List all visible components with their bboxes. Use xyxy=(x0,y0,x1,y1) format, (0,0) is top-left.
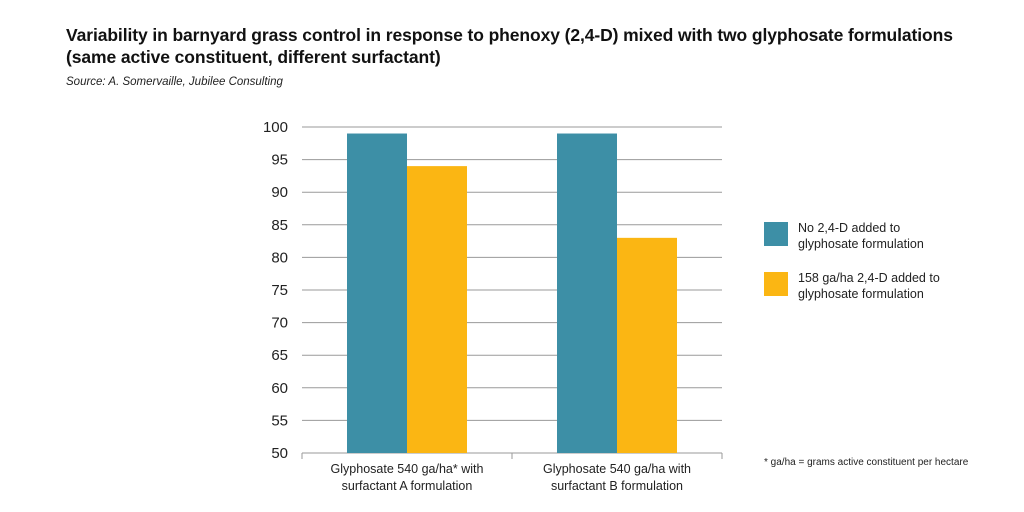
legend-label-no-24d: No 2,4-D added to glyphosate formulation xyxy=(798,220,924,252)
y-tick-label-65: 65 xyxy=(271,347,288,364)
y-tick-label-80: 80 xyxy=(271,249,288,266)
legend-swatch-with-24d xyxy=(764,272,788,296)
footnote: * ga/ha = grams active constituent per h… xyxy=(764,457,969,468)
y-tick-label-90: 90 xyxy=(271,184,288,201)
y-tick-label-100: 100 xyxy=(263,119,288,136)
bar-with-24d-cat1 xyxy=(407,166,467,453)
chart-title-line-1: Variability in barnyard grass control in… xyxy=(66,25,953,45)
y-tick-label-55: 55 xyxy=(271,412,288,429)
legend-label-with-24d: 158 ga/ha 2,4-D added to glyphosate form… xyxy=(798,270,940,302)
y-tick-label-95: 95 xyxy=(271,152,288,169)
chart-title-line-2: (same active constituent, different surf… xyxy=(66,47,441,67)
chart-title: Variability in barnyard grass control in… xyxy=(66,24,966,68)
legend-label-no-24d-line-2: glyphosate formulation xyxy=(798,237,924,251)
legend-swatch-no-24d xyxy=(764,222,788,246)
bar-with-24d-cat2 xyxy=(617,237,677,453)
legend-item-with-24d: 158 ga/ha 2,4-D added to glyphosate form… xyxy=(764,270,964,302)
chart-source: Source: A. Somervaille, Jubilee Consulti… xyxy=(66,76,283,88)
x-category-label-2-line-2: surfactant B formulation xyxy=(551,479,683,493)
legend-label-no-24d-line-1: No 2,4-D added to xyxy=(798,221,901,235)
y-tick-label-75: 75 xyxy=(271,282,288,299)
legend-label-with-24d-line-2: glyphosate formulation xyxy=(798,287,924,301)
x-category-label-1-line-2: surfactant A formulation xyxy=(342,479,473,493)
chart-legend: No 2,4-D added to glyphosate formulation… xyxy=(764,220,964,320)
bar-no-24d-cat2 xyxy=(557,133,617,453)
bar-no-24d-cat1 xyxy=(347,133,407,453)
y-tick-label-50: 50 xyxy=(271,445,288,462)
y-tick-label-60: 60 xyxy=(271,380,288,397)
legend-item-no-24d: No 2,4-D added to glyphosate formulation xyxy=(764,220,964,252)
x-category-label-1-line-1: Glyphosate 540 ga/ha* with xyxy=(331,462,484,476)
y-tick-label-70: 70 xyxy=(271,315,288,332)
legend-label-with-24d-line-1: 158 ga/ha 2,4-D added to xyxy=(798,271,940,285)
x-category-label-2-line-1: Glyphosate 540 ga/ha with xyxy=(543,462,691,476)
y-tick-label-85: 85 xyxy=(271,217,288,234)
